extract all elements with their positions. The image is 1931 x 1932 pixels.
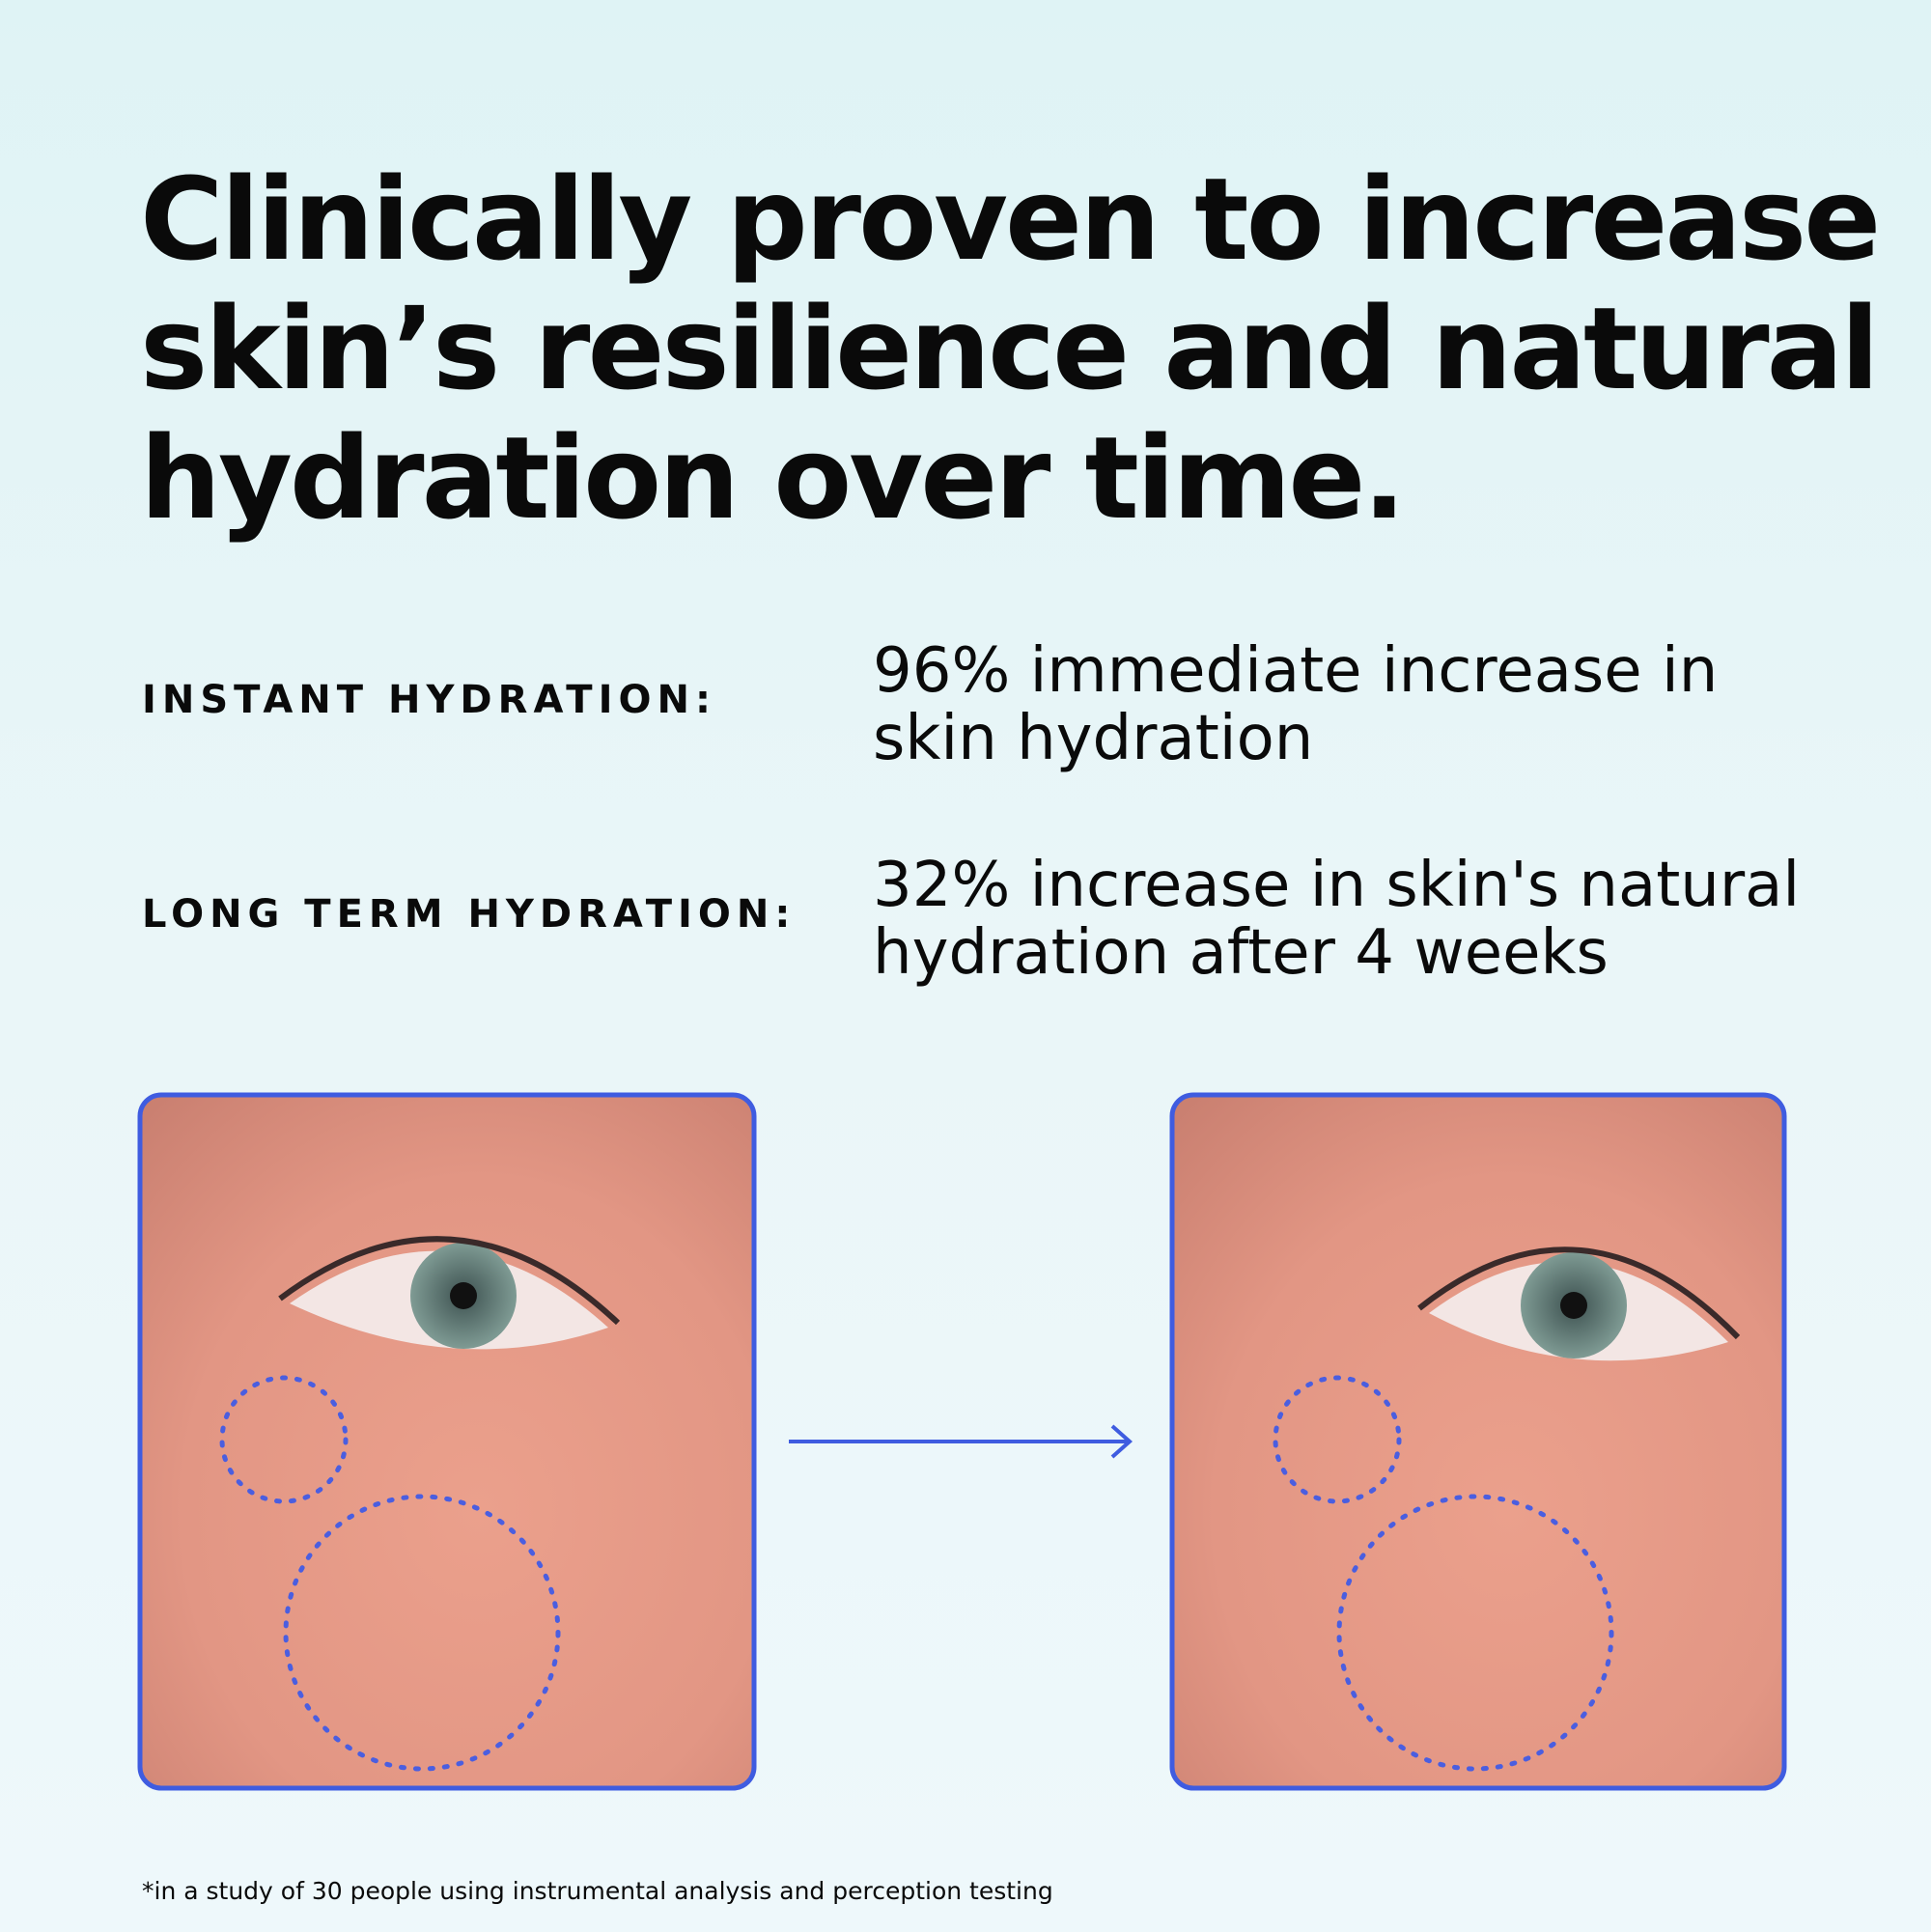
headline-line: skin’s resilience and natural bbox=[140, 282, 1880, 415]
stat-line: skin hydration bbox=[873, 703, 1314, 774]
after-photo bbox=[1169, 1092, 1787, 1791]
arrow bbox=[789, 1424, 1133, 1459]
stat-line: 32% increase in skin's natural bbox=[873, 850, 1801, 921]
headline: Clinically proven to increase skin’s res… bbox=[140, 153, 1881, 545]
footnote: *in a study of 30 people using instrumen… bbox=[142, 1877, 1053, 1905]
stat-line: hydration after 4 weeks bbox=[873, 917, 1609, 989]
headline-line: hydration over time. bbox=[140, 411, 1406, 545]
stat-value: 96% immediate increase in skin hydration bbox=[873, 637, 1718, 772]
stat-value: 32% increase in skin's natural hydration… bbox=[873, 852, 1800, 987]
headline-line: Clinically proven to increase bbox=[140, 153, 1881, 286]
before-photo bbox=[137, 1092, 757, 1791]
stat-line: 96% immediate increase in bbox=[873, 635, 1719, 707]
stat-label: LONG TERM HYDRATION: bbox=[142, 892, 797, 937]
stat-label: INSTANT HYDRATION: bbox=[142, 678, 716, 722]
